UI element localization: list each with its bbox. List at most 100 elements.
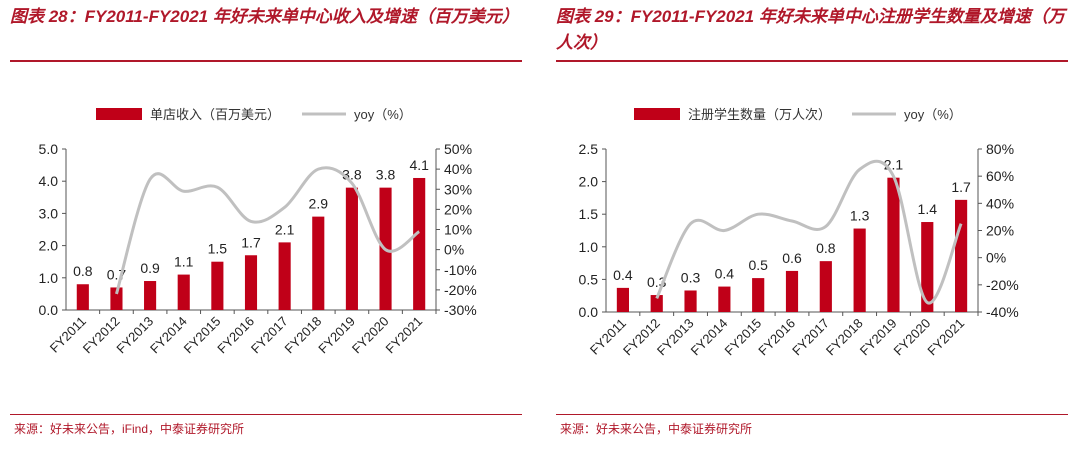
- y-tick-label: 2.5: [579, 141, 599, 157]
- bar: [177, 274, 190, 310]
- source-divider: [10, 414, 522, 415]
- bar-value-label: 0.3: [681, 269, 701, 285]
- title-divider: [556, 60, 1068, 62]
- bar-value-label: 1.1: [174, 254, 194, 270]
- legend-bar-label: 注册学生数量（万人次）: [688, 107, 831, 122]
- bar-value-label: 1.7: [951, 179, 971, 195]
- x-tick-label: FY2021: [924, 316, 967, 359]
- x-tick-label: FY2021: [382, 314, 425, 357]
- x-tick-label: FY2012: [620, 316, 663, 359]
- y-tick-label: 2.0: [579, 174, 599, 190]
- y-tick-label: 0.0: [39, 302, 59, 318]
- y2-tick-label: 40%: [444, 161, 472, 177]
- bar: [718, 286, 731, 312]
- bar: [684, 290, 697, 312]
- source-divider: [556, 414, 1068, 415]
- chart-title: 图表 29：FY2011-FY2021 年好未来单中心注册学生数量及增速（万人次…: [556, 7, 1065, 52]
- x-tick-label: FY2015: [181, 314, 224, 357]
- legend-bar-swatch: [634, 108, 680, 120]
- bar: [887, 177, 900, 312]
- y-tick-label: 1.0: [39, 270, 59, 286]
- x-tick-label: FY2017: [789, 316, 832, 359]
- bar-value-label: 0.8: [816, 240, 836, 256]
- y-tick-label: 0.5: [579, 271, 599, 287]
- y2-tick-label: 20%: [444, 201, 472, 217]
- bar-value-label: 1.3: [850, 208, 870, 224]
- x-tick-label: FY2017: [248, 314, 291, 357]
- bar: [76, 284, 89, 310]
- x-tick-label: FY2012: [80, 314, 123, 357]
- bar-value-label: 1.5: [208, 241, 228, 257]
- bar: [413, 177, 426, 310]
- y2-tick-label: -20%: [444, 282, 477, 298]
- y-tick-label: 2.0: [39, 238, 59, 254]
- x-tick-label: FY2019: [857, 316, 900, 359]
- bar-value-label: 2.9: [309, 196, 329, 212]
- bar: [819, 261, 832, 312]
- bar: [312, 216, 325, 310]
- y-tick-label: 1.0: [579, 239, 599, 255]
- yoy-line: [655, 159, 963, 305]
- bar: [244, 255, 258, 310]
- bar: [616, 287, 629, 312]
- bar: [853, 228, 866, 312]
- title-divider: [10, 60, 522, 62]
- bar-value-label: 0.8: [73, 263, 93, 279]
- bar: [921, 222, 934, 312]
- x-tick-label: FY2020: [349, 314, 392, 357]
- bar-value-label: 4.1: [409, 157, 429, 173]
- bar-value-label: 1.4: [918, 201, 938, 217]
- y2-tick-label: -40%: [986, 304, 1019, 320]
- bar: [110, 287, 123, 310]
- bar: [785, 270, 799, 312]
- x-tick-label: FY2020: [891, 316, 934, 359]
- chart-panel-revenue: 图表 28：FY2011-FY2021 年好未来单中心收入及增速（百万美元） 单…: [10, 0, 522, 452]
- y2-tick-label: 50%: [444, 141, 472, 157]
- chart-source: 来源：好未来公告，iFind，中泰证券研究所: [14, 422, 245, 436]
- students-chart: 注册学生数量（万人次） yoy（%） 0.0 0.5 1.0 1.5 2.0 2.5 -40% -…: [579, 107, 1019, 359]
- x-tick-label: FY2016: [214, 314, 257, 357]
- x-tick-label: FY2019: [315, 314, 358, 357]
- x-tick-label: FY2018: [282, 314, 325, 357]
- y2-tick-label: 80%: [986, 141, 1014, 157]
- y2-tick-label: 40%: [986, 195, 1014, 211]
- y2-tick-label: -20%: [986, 277, 1019, 293]
- y-tick-label: 4.0: [39, 173, 59, 189]
- y2-tick-label: 30%: [444, 181, 472, 197]
- bar-value-label: 2.1: [275, 221, 295, 237]
- x-tick-label: FY2013: [113, 314, 156, 357]
- bar-value-label: 1.7: [241, 234, 261, 250]
- bar-value-label: 0.4: [715, 266, 735, 282]
- legend-bar-label: 单店收入（百万美元）: [150, 107, 280, 122]
- bar-value-label: 0.5: [748, 257, 768, 273]
- y-tick-label: 0.0: [579, 304, 599, 320]
- chart-panel-students: 图表 29：FY2011-FY2021 年好未来单中心注册学生数量及增速（万人次…: [556, 0, 1068, 452]
- legend-line-label: yoy（%）: [904, 107, 962, 122]
- bar-value-label: 0.6: [782, 250, 802, 266]
- y2-tick-label: 0%: [986, 250, 1006, 266]
- chart-title: 图表 28：FY2011-FY2021 年好未来单中心收入及增速（百万美元）: [10, 7, 519, 26]
- legend-line-label: yoy（%）: [354, 107, 412, 122]
- yoy-line: [115, 166, 421, 295]
- y2-tick-label: 60%: [986, 168, 1014, 184]
- x-tick-label: FY2013: [654, 316, 697, 359]
- y2-tick-label: -30%: [444, 302, 477, 318]
- bar: [211, 261, 224, 310]
- bar-value-label: 3.8: [376, 167, 396, 183]
- legend-bar-swatch: [96, 108, 142, 120]
- x-tick-label: FY2018: [823, 316, 866, 359]
- y2-tick-label: 0%: [444, 242, 464, 258]
- y2-tick-label: 10%: [444, 222, 472, 238]
- bar: [650, 295, 663, 312]
- bar-value-label: 0.9: [140, 260, 160, 276]
- x-tick-label: FY2014: [688, 316, 731, 359]
- revenue-chart: 单店收入（百万美元） yoy（%） 0.0 1.0 2.0 3.0 4.0 5.0 -30% -2…: [39, 107, 477, 357]
- y2-tick-label: -10%: [444, 262, 477, 278]
- bar: [752, 278, 765, 312]
- y-tick-label: 5.0: [39, 141, 59, 157]
- x-tick-label: FY2015: [721, 316, 764, 359]
- x-tick-label: FY2016: [755, 316, 798, 359]
- bar: [278, 242, 291, 310]
- bar: [955, 199, 968, 312]
- y-tick-label: 3.0: [39, 205, 59, 221]
